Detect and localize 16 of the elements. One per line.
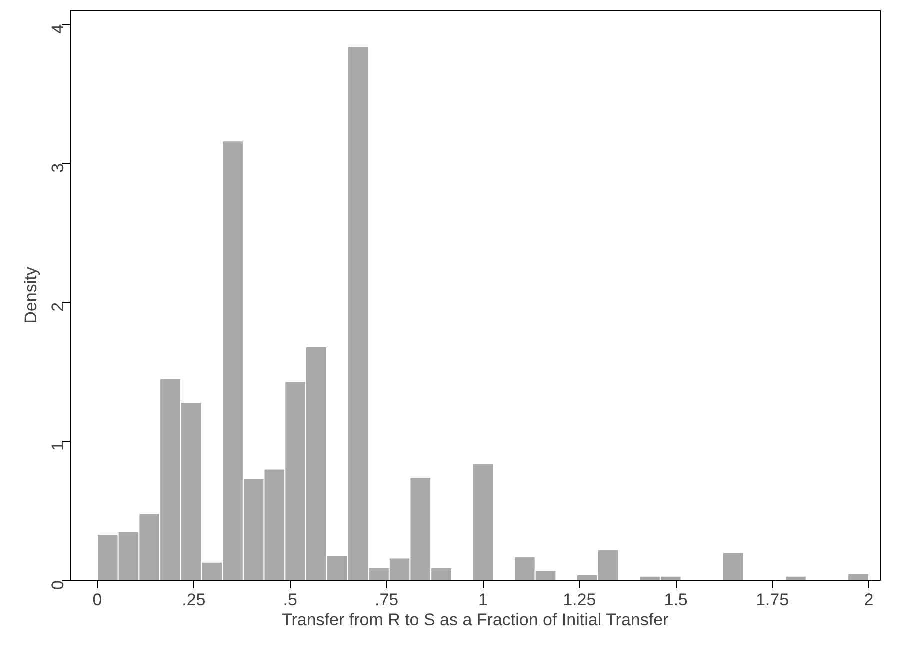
x-tick-label: 1 bbox=[478, 590, 488, 610]
y-tick-label: 3 bbox=[48, 163, 68, 173]
y-tick-label: 2 bbox=[48, 302, 68, 312]
x-tick-label: 1.25 bbox=[563, 590, 596, 610]
x-tick-label: 1.5 bbox=[664, 590, 688, 610]
x-axis-title: Transfer from R to S as a Fraction of Initial Transfer bbox=[282, 610, 670, 630]
x-tick-label: 2 bbox=[864, 590, 874, 610]
x-tick-label: .5 bbox=[283, 590, 298, 610]
x-tick-label: 1.75 bbox=[756, 590, 790, 610]
y-tick-label: 4 bbox=[48, 24, 68, 34]
x-tick-label: 0 bbox=[92, 590, 102, 610]
y-tick-label: 0 bbox=[48, 580, 68, 590]
x-tick-label: .75 bbox=[374, 590, 399, 610]
y-tick-label: 1 bbox=[48, 441, 68, 451]
y-axis-title: Density bbox=[22, 266, 40, 324]
x-tick-label: .25 bbox=[182, 590, 206, 610]
